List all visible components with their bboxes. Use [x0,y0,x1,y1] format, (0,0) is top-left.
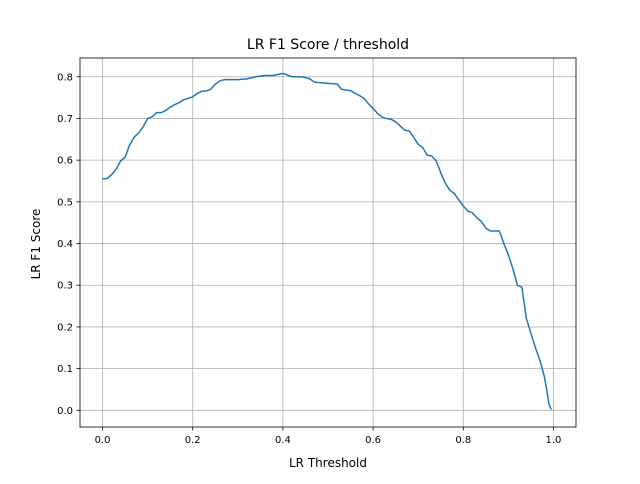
x-tick-label: 0.0 [95,435,111,446]
y-tick-label: 0.4 [57,239,73,250]
x-tick-label: 0.2 [185,435,201,446]
y-tick-label: 0.1 [57,364,73,375]
series-line [102,72,552,410]
y-axis-label: LR F1 Score [29,209,43,280]
x-tick-label: 1.0 [546,435,562,446]
y-tick-label: 0.7 [57,114,73,125]
y-tick-label: 0.5 [57,197,73,208]
tick-marks [76,76,554,431]
series-layer [102,72,552,410]
y-tick-label: 0.6 [57,156,73,167]
plot-area-border [79,57,577,428]
y-tick-label: 0.3 [57,281,73,292]
tick-labels: 0.0 0.2 0.4 0.6 0.8 1.0 0.0 0.1 0.2 0.3 0.4 0.5 0.6 0… [57,72,561,446]
y-tick-label: 0.2 [57,322,73,333]
grid-lines [80,58,576,427]
axes-frame [79,57,577,428]
x-tick-label: 0.8 [455,435,471,446]
x-tick-label: 0.4 [275,435,291,446]
y-tick-label: 0.8 [57,72,73,83]
x-axis-label: LR Threshold [289,456,367,470]
y-tick-label: 0.0 [57,406,73,417]
chart-title: LR F1 Score / threshold [247,37,409,53]
x-tick-label: 0.6 [365,435,381,446]
